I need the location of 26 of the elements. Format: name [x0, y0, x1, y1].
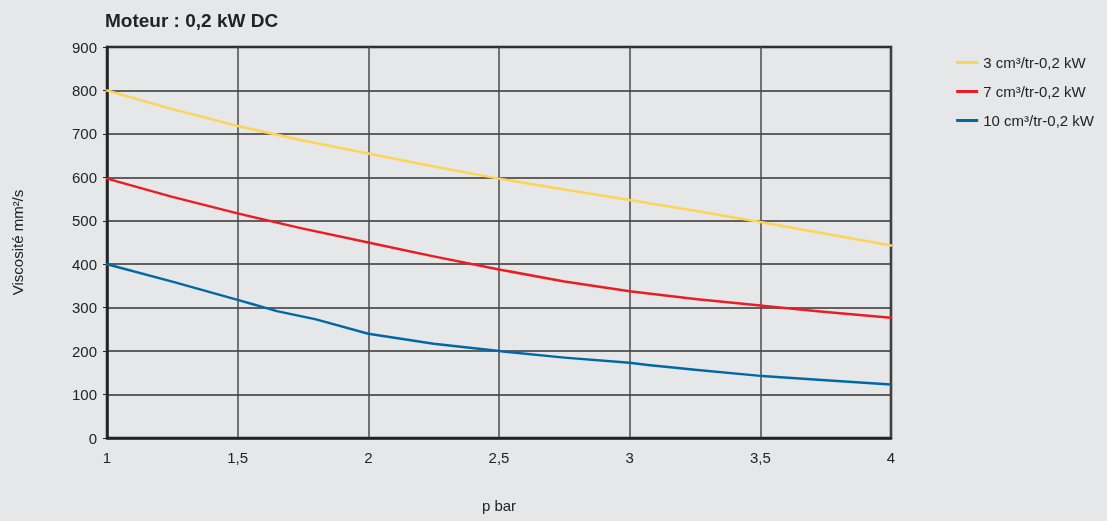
y-tick-label: 700: [71, 125, 97, 143]
x-axis-title: p bar: [481, 497, 517, 514]
x-tick-label: 2: [364, 449, 373, 466]
y-tick-label: 200: [71, 342, 97, 360]
y-axis-title: Viscosité mm²/s: [9, 189, 26, 296]
line-series: [105, 177, 893, 319]
legend-label: 7 cm³/tr-0,2 kW: [983, 83, 1087, 100]
x-tick-label: 2,5: [488, 449, 510, 466]
y-tick-label: 400: [71, 255, 97, 273]
y-tick-label: 800: [71, 81, 97, 99]
x-tick-label: 1,5: [227, 449, 249, 466]
x-tick-label: 1: [102, 449, 112, 466]
line-series: [105, 89, 893, 247]
y-tick-label: 100: [71, 386, 97, 404]
x-tick-label: 4: [886, 449, 896, 466]
x-tick-label: 3,5: [749, 449, 771, 466]
y-tick-label: 0: [88, 429, 97, 447]
y-tick-label: 300: [71, 299, 97, 317]
line-series: [105, 262, 893, 386]
y-tick-label: 900: [71, 38, 97, 56]
chart-title: Moteur : 0,2 kW DC: [105, 10, 279, 31]
y-tick-label: 500: [71, 212, 97, 230]
legend-label: 3 cm³/tr-0,2 kW: [983, 54, 1087, 71]
legend-label: 10 cm³/tr-0,2 kW: [983, 112, 1095, 129]
x-tick-label: 3: [625, 449, 634, 466]
y-tick-label: 600: [71, 168, 97, 186]
